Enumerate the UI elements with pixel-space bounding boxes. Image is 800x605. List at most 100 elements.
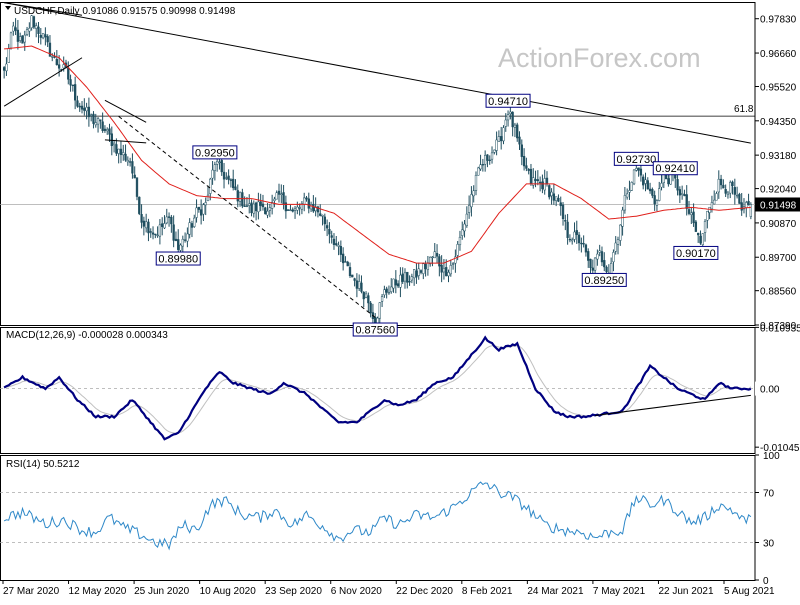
candle-body <box>71 84 75 87</box>
candle-body <box>181 238 184 247</box>
candle-body <box>520 144 523 157</box>
candle-body <box>12 25 15 32</box>
candle-body <box>5 63 8 72</box>
candle-body <box>277 190 281 195</box>
fib-level-label: 61.8 <box>734 104 754 115</box>
candle-body <box>463 223 466 232</box>
candle-body <box>555 196 558 201</box>
candle-body <box>87 106 91 118</box>
candle-body <box>699 235 702 244</box>
candle-body <box>658 188 661 201</box>
date-axis-label: 8 Feb 2021 <box>462 586 513 597</box>
axis-labels: 0.97830 0.96660 0.95520 0.94350 0.93180 0.920… <box>2 15 800 597</box>
candle-body <box>188 222 191 235</box>
candle-body <box>268 207 271 211</box>
candle-body <box>504 119 507 127</box>
candle-body <box>69 79 72 86</box>
candle-body <box>623 195 627 211</box>
candle-body <box>273 198 276 202</box>
candle-body <box>442 268 446 273</box>
candle-body <box>211 169 214 179</box>
candle-body <box>410 276 414 281</box>
price-annotation-label: 0.89980 <box>158 254 198 266</box>
candle-body <box>254 202 258 212</box>
header-arrow-icon <box>5 6 11 10</box>
candle-body <box>80 105 84 110</box>
rsi-axis-label: 100 <box>763 451 780 462</box>
candle-body <box>433 251 436 259</box>
macd-trendline <box>595 394 751 416</box>
candle-body <box>119 148 123 155</box>
candle-body <box>451 263 455 265</box>
candle-body <box>106 129 109 132</box>
candle-body <box>465 213 468 226</box>
price-axis-label: 0.97830 <box>760 15 797 26</box>
candle-body <box>341 253 345 264</box>
candle-body <box>316 206 320 213</box>
candle-body <box>325 225 329 229</box>
candle-body <box>163 223 166 229</box>
candle-body <box>644 179 647 184</box>
candle-body <box>167 216 171 218</box>
candle-body <box>616 239 620 245</box>
candle-body <box>484 155 487 165</box>
candle-body <box>408 281 411 283</box>
candle-body <box>30 15 33 29</box>
price-annotation-label: 0.90170 <box>676 248 716 260</box>
candle-body <box>639 168 643 176</box>
price-annotation-label: 0.89250 <box>584 275 624 287</box>
candle-body <box>577 234 581 244</box>
candle-body <box>161 223 164 227</box>
candle-body <box>264 207 267 215</box>
date-axis-label: 24 Mar 2021 <box>527 586 584 597</box>
price-trendline <box>4 2 83 16</box>
price-trendline <box>3 57 83 107</box>
candle-body <box>701 233 704 245</box>
candle-body <box>305 197 308 200</box>
candle-body <box>545 177 549 185</box>
candle-body <box>747 200 750 205</box>
date-axis-label: 27 Mar 2020 <box>3 586 60 597</box>
date-axis-label: 25 Jun 2020 <box>134 586 189 597</box>
candle-body <box>575 230 578 235</box>
candle-body <box>603 260 606 268</box>
candle-body <box>44 34 47 38</box>
candle-body <box>559 202 562 207</box>
candle-body <box>289 209 292 211</box>
candle-body <box>745 202 748 208</box>
rsi-axis-label: 30 <box>763 539 775 550</box>
candle-body <box>573 231 576 240</box>
symbol-header: USDCHF,Daily 0.91086 0.91575 0.90998 0.9… <box>14 6 236 17</box>
candle-body <box>108 128 111 135</box>
candle-body <box>419 270 423 273</box>
candle-body <box>479 164 482 170</box>
candle-body <box>584 244 588 253</box>
candle-body <box>2 67 6 71</box>
candle-body <box>726 192 730 195</box>
macd-signal-line <box>4 345 752 434</box>
candle-body <box>490 152 494 160</box>
date-axis-label: 6 Nov 2020 <box>331 586 383 597</box>
candle-body <box>719 178 723 186</box>
candle-body <box>138 196 141 214</box>
moving-average-line <box>4 45 751 264</box>
candle-body <box>500 136 503 142</box>
candle-body <box>456 244 459 256</box>
candle-body <box>236 190 239 202</box>
candle-body <box>250 202 253 214</box>
candle-body <box>199 209 203 216</box>
candle-body <box>307 198 310 209</box>
candle-body <box>309 204 313 210</box>
candle-body <box>493 149 496 153</box>
candle-body <box>234 186 237 190</box>
candle-body <box>660 182 663 188</box>
price-trendline <box>118 116 376 318</box>
candle-body <box>724 189 727 194</box>
candle-body <box>383 289 386 296</box>
candle-body <box>488 159 491 161</box>
price-trendline <box>104 139 147 144</box>
candle-body <box>429 256 432 265</box>
candle-body <box>291 209 294 212</box>
candle-body <box>454 256 457 264</box>
